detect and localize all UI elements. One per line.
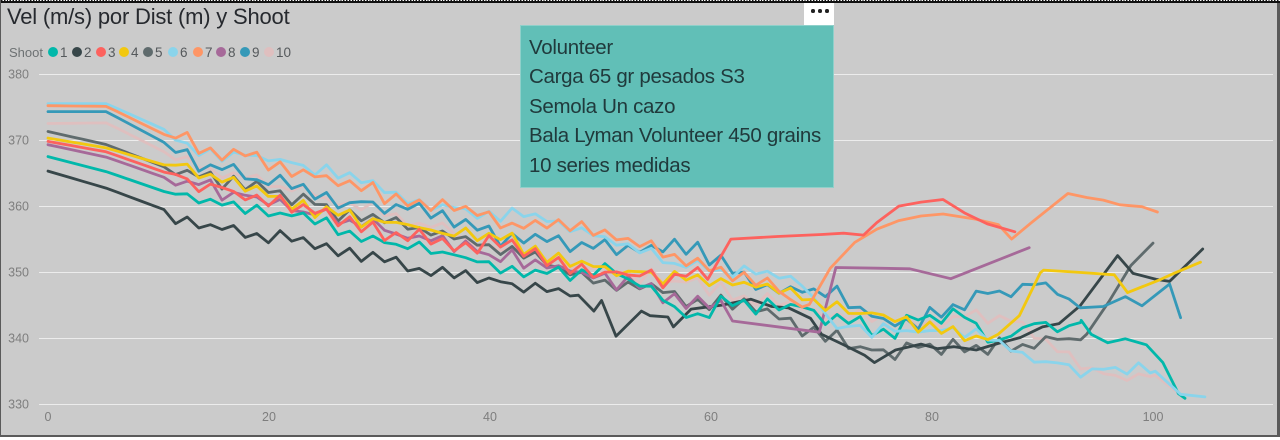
svg-text:20: 20 [262,410,276,424]
svg-text:370: 370 [8,134,29,148]
svg-text:350: 350 [8,266,29,280]
svg-text:380: 380 [8,68,29,82]
svg-text:100: 100 [1143,410,1164,424]
svg-text:0: 0 [45,410,52,424]
svg-text:340: 340 [8,332,29,346]
svg-text:80: 80 [925,410,939,424]
svg-text:330: 330 [8,398,29,412]
svg-text:60: 60 [704,410,718,424]
svg-text:40: 40 [483,410,497,424]
svg-text:360: 360 [8,200,29,214]
